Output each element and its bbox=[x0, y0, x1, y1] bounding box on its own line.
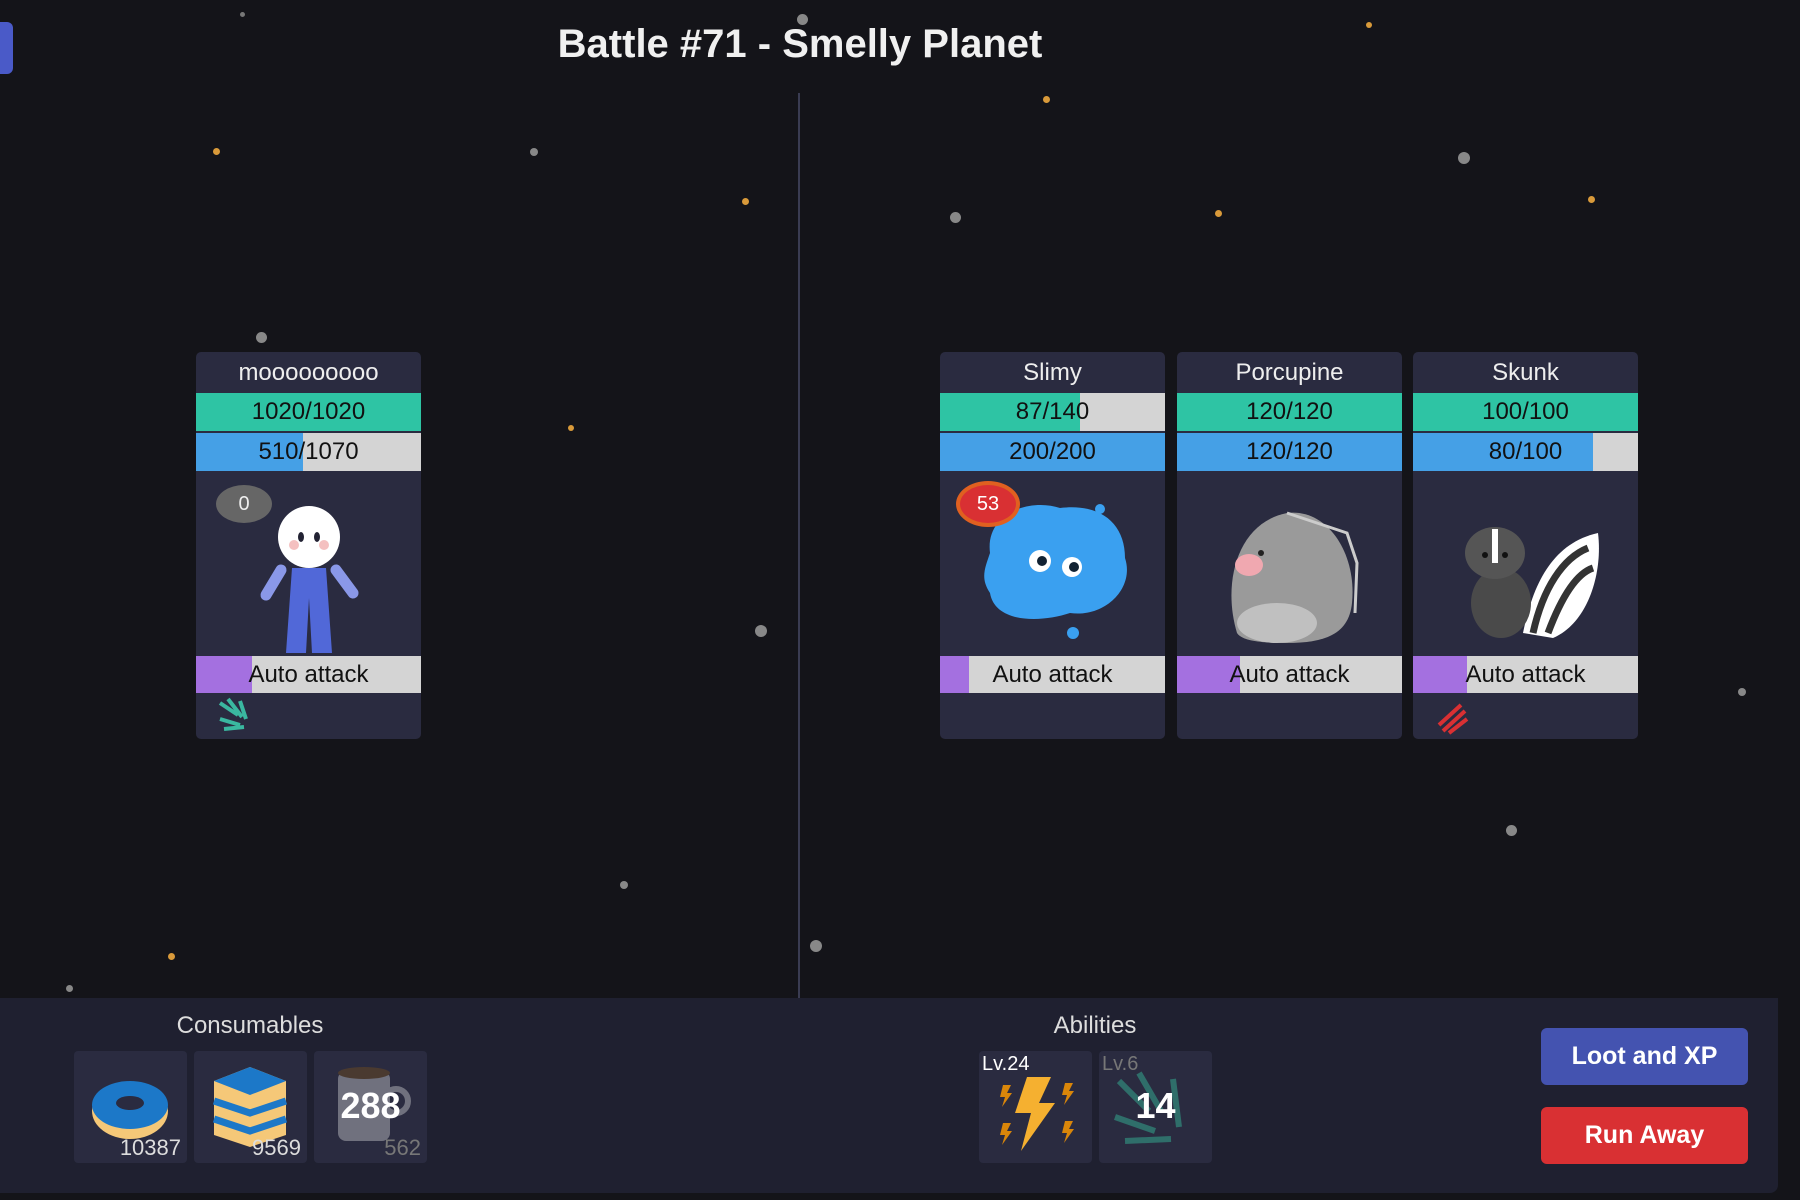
player-name: mooooooooo bbox=[238, 359, 379, 386]
player-counter-badge: 0 bbox=[216, 485, 272, 523]
enemy-mp-bar: 200/200 bbox=[940, 433, 1165, 471]
enemy-auto-attack-bar: Auto attack bbox=[1177, 656, 1402, 693]
skunk-icon bbox=[1465, 527, 1599, 638]
player-auto-attack-bar: Auto attack bbox=[196, 656, 421, 693]
enemy-card-porcupine[interactable]: Porcupine 120/120 120/120 Auto attack bbox=[1177, 352, 1402, 739]
enemy-portrait bbox=[1177, 473, 1402, 656]
enemy-hp-text: 100/100 bbox=[1482, 398, 1569, 425]
enemy-hp-text: 120/120 bbox=[1246, 398, 1333, 425]
enemy-hp-bar: 87/140 bbox=[940, 393, 1165, 431]
player-hp-text: 1020/1020 bbox=[251, 398, 366, 425]
item-count: 9569 bbox=[252, 1135, 301, 1160]
enemy-mp-text: 80/100 bbox=[1488, 438, 1563, 465]
enemy-status-effects bbox=[940, 693, 1165, 739]
consumables-title: Consumables bbox=[176, 1012, 324, 1039]
battle-title: Battle #71 - Smelly Planet bbox=[557, 22, 1043, 66]
run-away-button[interactable]: Run Away bbox=[1541, 1107, 1748, 1164]
auto-attack-label: Auto attack bbox=[1465, 661, 1586, 688]
cooldown-text: 288 bbox=[340, 1085, 401, 1126]
menu-tab[interactable] bbox=[0, 22, 13, 74]
enemy-hp-bar: 120/120 bbox=[1177, 393, 1402, 431]
auto-attack-label: Auto attack bbox=[248, 661, 369, 688]
enemy-mp-text: 120/120 bbox=[1246, 438, 1333, 465]
enemy-mp-text: 200/200 bbox=[1009, 438, 1096, 465]
player-portrait: 0 bbox=[196, 473, 421, 656]
action-panel: Consumables 10387 9569 288 562 Abilities… bbox=[0, 998, 1778, 1193]
cooldown-text: 14 bbox=[1135, 1085, 1176, 1126]
blue-doll-icon bbox=[260, 506, 359, 653]
enemy-portrait: 53 bbox=[940, 473, 1165, 656]
cake-icon bbox=[212, 1067, 288, 1147]
enemy-mp-bar: 120/120 bbox=[1177, 433, 1402, 471]
teal-slash-icon bbox=[1114, 1071, 1182, 1144]
enemy-mp-bar: 80/100 bbox=[1413, 433, 1638, 471]
abilities-title: Abilities bbox=[1053, 1012, 1137, 1039]
enemy-damage-badge: 53 bbox=[960, 485, 1016, 523]
ability-level: Lv.24 bbox=[982, 1053, 1030, 1075]
enemy-status-effects bbox=[1413, 693, 1638, 739]
porcupine-icon bbox=[1231, 511, 1359, 643]
loot-and-xp-button[interactable]: Loot and XP bbox=[1541, 1028, 1748, 1085]
enemy-portrait bbox=[1413, 473, 1638, 656]
item-count: 562 bbox=[384, 1135, 421, 1160]
enemy-name: Porcupine bbox=[1235, 359, 1344, 386]
player-mp-bar: 510/1070 bbox=[196, 433, 421, 471]
consumable-donut[interactable]: 10387 bbox=[74, 1051, 187, 1163]
consumable-mug[interactable]: 288 562 bbox=[314, 1051, 427, 1163]
enemy-name: Slimy bbox=[1023, 359, 1082, 386]
enemy-card-skunk[interactable]: Skunk 100/100 80/100 Auto attack bbox=[1413, 352, 1638, 739]
slime-icon bbox=[984, 504, 1127, 639]
ability-lightning[interactable]: Lv.24 bbox=[979, 1051, 1092, 1163]
enemy-hp-bar: 100/100 bbox=[1413, 393, 1638, 431]
enemy-hp-text: 87/140 bbox=[1015, 398, 1090, 425]
auto-attack-label: Auto attack bbox=[1229, 661, 1350, 688]
teal-slash-icon bbox=[218, 697, 248, 731]
enemy-auto-attack-bar: Auto attack bbox=[1413, 656, 1638, 693]
donut-icon bbox=[92, 1081, 168, 1139]
player-status-effects bbox=[196, 693, 421, 739]
ability-level: Lv.6 bbox=[1102, 1053, 1139, 1075]
enemy-auto-attack-bar: Auto attack bbox=[940, 656, 1165, 693]
team-divider bbox=[798, 93, 800, 998]
enemy-status-effects bbox=[1177, 693, 1402, 739]
player-card[interactable]: mooooooooo 1020/1020 510/1070 0 Auto att… bbox=[196, 352, 421, 739]
player-mp-text: 510/1070 bbox=[258, 438, 359, 465]
lightning-icon bbox=[1000, 1077, 1074, 1151]
mug-icon bbox=[338, 1067, 411, 1141]
player-hp-bar: 1020/1020 bbox=[196, 393, 421, 431]
red-claw-icon bbox=[1437, 703, 1469, 735]
consumable-cake[interactable]: 9569 bbox=[194, 1051, 307, 1163]
auto-attack-label: Auto attack bbox=[992, 661, 1113, 688]
enemy-name: Skunk bbox=[1492, 359, 1559, 386]
enemy-card-slimy[interactable]: Slimy 87/140 200/200 53 Auto attack bbox=[940, 352, 1165, 739]
item-count: 10387 bbox=[119, 1135, 181, 1160]
ability-slash[interactable]: Lv.6 14 bbox=[1099, 1051, 1212, 1163]
